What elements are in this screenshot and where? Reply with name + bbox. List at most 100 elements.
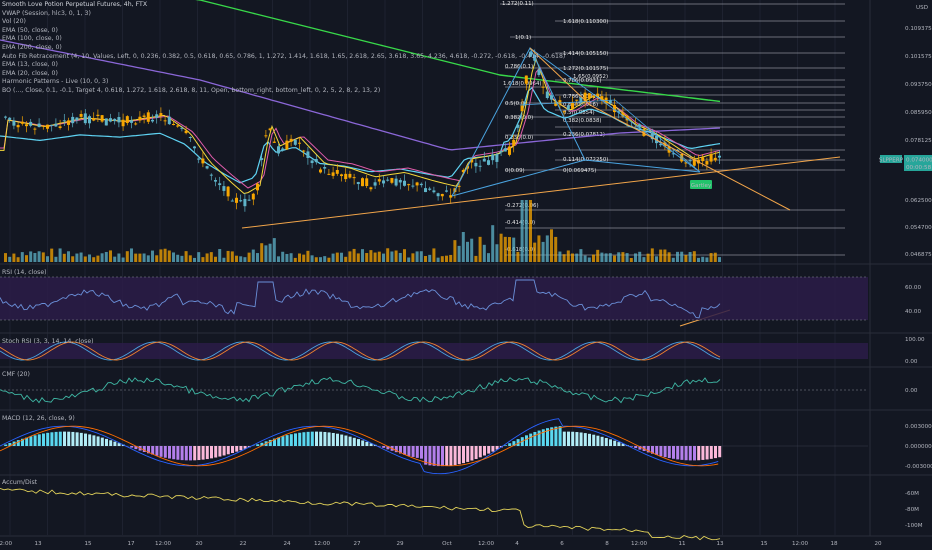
candle-body xyxy=(419,183,423,186)
candle-body xyxy=(314,159,318,163)
volume-bar xyxy=(487,253,490,262)
volume-bar xyxy=(478,236,482,262)
volume-bar xyxy=(209,252,213,262)
volume-bar xyxy=(680,251,684,262)
price-tick: 0.046875 xyxy=(905,252,932,258)
candle-body xyxy=(617,111,621,113)
macd-hist-bar xyxy=(382,446,386,448)
price-tick: 0.054700 xyxy=(905,225,932,231)
legend-line[interactable]: EMA (50, close, 0) xyxy=(2,26,58,34)
macd-pane xyxy=(0,418,868,475)
candle-body xyxy=(512,139,516,146)
time-axis[interactable]: 12:00 13 15 17 12:00 20 22 24 12:00 27 29 Oct 12:00 4… xyxy=(0,541,882,547)
volume-bar xyxy=(604,253,608,262)
time-tick: 24 xyxy=(283,541,291,547)
macd-hist-bar xyxy=(571,431,575,446)
candle-body xyxy=(268,128,272,131)
price-axis[interactable]: USD 0.109375 0.101575 0.093750 0.085950 0.078… xyxy=(879,5,932,529)
volume-bar xyxy=(251,249,255,262)
volume-bar xyxy=(79,252,83,262)
volume-bar xyxy=(541,241,545,262)
legend-line[interactable]: BO (..., Close, 0.1, -0.1, Target 4, 0.6… xyxy=(2,86,381,94)
macd-hist-bar xyxy=(705,446,709,460)
volume-bar xyxy=(314,257,318,262)
volume-bar xyxy=(264,245,268,262)
volume-bar xyxy=(373,252,377,262)
candle-body xyxy=(474,162,478,167)
macd-label[interactable]: MACD (12, 26, close, 9) xyxy=(2,415,75,422)
stoch-rsi-label[interactable]: Stoch RSI (3, 3, 14, 14, close) xyxy=(2,338,94,345)
volume-bar xyxy=(529,200,532,262)
macd-hist-bar xyxy=(180,446,184,461)
candle-body xyxy=(646,129,650,131)
legend-line[interactable]: Vol (20) xyxy=(2,18,26,26)
legend-line[interactable]: EMA (13, close, 0) xyxy=(2,61,58,69)
candle-body xyxy=(4,116,7,118)
legend-line[interactable]: EMA (200, close, 0) xyxy=(2,43,62,51)
candle-body xyxy=(457,185,461,187)
volume-bar xyxy=(533,242,537,262)
macd-hist-bar xyxy=(37,434,41,446)
macd-hist-bar xyxy=(709,446,713,459)
macd-hist-bar xyxy=(474,446,478,460)
candle-body xyxy=(436,193,440,197)
candle-body xyxy=(218,183,222,186)
volume-bar xyxy=(613,255,616,262)
volume-bar xyxy=(184,251,188,262)
fib-label: 0.786(0.0931) xyxy=(563,78,602,84)
legend-line[interactable]: EMA (20, close, 0) xyxy=(2,69,58,77)
cmf-tick: 0.00 xyxy=(905,388,918,394)
volume-bar xyxy=(671,257,675,262)
stoch-tick: 0.00 xyxy=(905,359,918,365)
volume-bar xyxy=(377,251,381,262)
candle-body xyxy=(684,162,688,164)
macd-hist-bar xyxy=(58,431,62,446)
candle-body xyxy=(50,124,54,126)
volume-bar xyxy=(121,257,125,262)
legend-line[interactable]: Auto Fib Retracement (4, 10, Values, Lef… xyxy=(2,52,566,60)
legend-line[interactable]: Smooth Love Potion Perpetual Futures, 4h… xyxy=(2,1,148,8)
macd-hist-bar xyxy=(319,431,323,446)
macd-hist-bar xyxy=(88,434,92,446)
price-tick: 0.085950 xyxy=(905,110,932,116)
candle-body xyxy=(92,118,96,121)
stoch-band xyxy=(0,343,868,359)
legend-line[interactable]: EMA (100, close, 0) xyxy=(2,35,62,43)
time-tick: 12:00 xyxy=(155,541,172,547)
time-tick: 6 xyxy=(560,541,564,547)
volume-bar xyxy=(361,249,364,262)
cmf-label[interactable]: CMF (20) xyxy=(2,371,30,378)
candle-body xyxy=(184,130,188,134)
macd-hist-bar xyxy=(554,426,558,446)
macd-hist-bar xyxy=(71,431,75,446)
volume-bar xyxy=(96,255,100,262)
candle-body xyxy=(197,158,201,160)
candle-body xyxy=(188,136,192,138)
time-tick: 13 xyxy=(34,541,42,547)
macd-hist-bar xyxy=(541,429,545,446)
macd-hist-bar xyxy=(193,446,197,461)
candle-body xyxy=(692,159,696,166)
candle-body xyxy=(125,116,129,124)
legend-line[interactable]: Harmonic Patterns - Live (10, 0, 3) xyxy=(2,78,109,86)
macd-hist-bar xyxy=(340,434,344,446)
volume-bar xyxy=(667,252,671,262)
candle-body xyxy=(25,124,28,127)
candle-body xyxy=(247,199,251,201)
volume-bar xyxy=(516,251,520,262)
macd-hist-bar xyxy=(646,446,650,453)
macd-hist-bar xyxy=(567,431,570,446)
rsi-label[interactable]: RSI (14, close) xyxy=(2,269,47,276)
accum-dist-line xyxy=(0,487,721,541)
macd-hist-bar xyxy=(239,446,243,451)
candle-body xyxy=(134,123,138,125)
candle-body xyxy=(680,153,684,162)
macd-hist-bar xyxy=(680,446,684,460)
macd-hist-bar xyxy=(285,435,289,446)
accum-dist-label[interactable]: Accum/Dist xyxy=(2,479,38,486)
volume-bar xyxy=(340,252,343,262)
volume-bar xyxy=(92,257,96,262)
candle-body xyxy=(104,118,108,126)
legend-line[interactable]: VWAP (Session, hlc3, 0, 1, 3) xyxy=(2,9,91,17)
